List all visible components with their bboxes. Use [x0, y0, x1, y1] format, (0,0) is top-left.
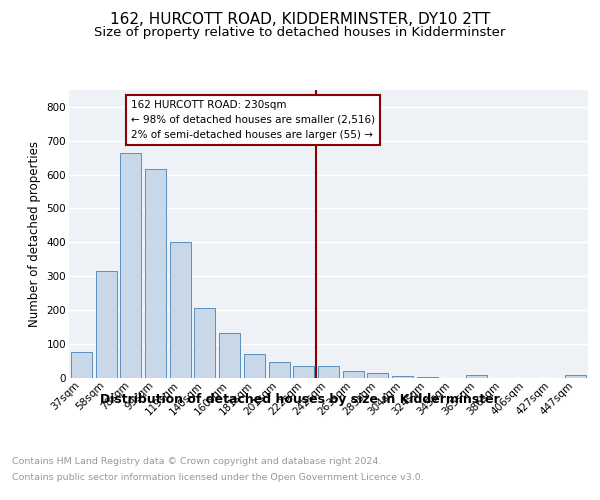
Text: 162 HURCOTT ROAD: 230sqm
← 98% of detached houses are smaller (2,516)
2% of semi: 162 HURCOTT ROAD: 230sqm ← 98% of detach… — [131, 100, 375, 140]
Bar — [71, 352, 92, 378]
Bar — [269, 362, 290, 378]
Text: Contains public sector information licensed under the Open Government Licence v3: Contains public sector information licen… — [12, 472, 424, 482]
Bar — [244, 354, 265, 378]
Bar — [565, 375, 586, 378]
Bar — [293, 366, 314, 378]
Text: Distribution of detached houses by size in Kidderminster: Distribution of detached houses by size … — [100, 392, 500, 406]
Text: 162, HURCOTT ROAD, KIDDERMINSTER, DY10 2TT: 162, HURCOTT ROAD, KIDDERMINSTER, DY10 2… — [110, 12, 490, 28]
Bar — [95, 271, 116, 378]
Bar — [219, 333, 240, 378]
Bar — [170, 242, 191, 378]
Bar — [392, 376, 413, 378]
Bar — [343, 370, 364, 378]
Text: Contains HM Land Registry data © Crown copyright and database right 2024.: Contains HM Land Registry data © Crown c… — [12, 458, 382, 466]
Bar — [120, 152, 141, 378]
Bar — [145, 170, 166, 378]
Bar — [367, 374, 388, 378]
Bar — [417, 377, 438, 378]
Y-axis label: Number of detached properties: Number of detached properties — [28, 141, 41, 327]
Bar — [318, 366, 339, 378]
Text: Size of property relative to detached houses in Kidderminster: Size of property relative to detached ho… — [94, 26, 506, 39]
Bar — [194, 308, 215, 378]
Bar — [466, 376, 487, 378]
